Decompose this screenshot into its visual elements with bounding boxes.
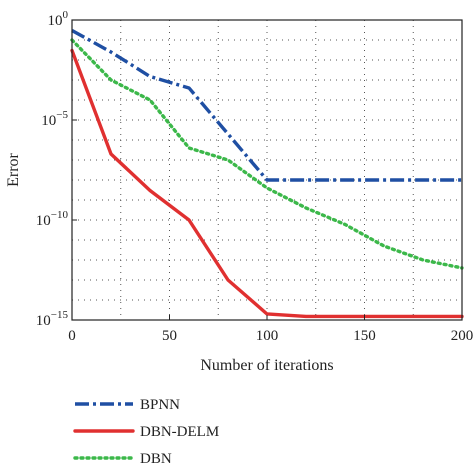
legend-label-bpnn: BPNN <box>140 397 180 413</box>
legend: BPNN DBN-DELM DBN <box>73 397 219 467</box>
series-line-dbn <box>70 38 464 270</box>
x-axis-label: Number of iterations <box>200 357 333 374</box>
axis-ticks: 0 50 100 150 200 100 10−5 10−10 10−15 <box>36 9 473 344</box>
series-line-bpnn <box>71 28 462 182</box>
series-lines <box>70 28 464 319</box>
x-tick-label: 150 <box>353 328 376 344</box>
y-tick-label: 10−10 <box>36 209 69 229</box>
x-tick-label: 0 <box>68 328 76 344</box>
x-tick-label: 50 <box>162 328 177 344</box>
y-tick-label: 100 <box>48 9 69 29</box>
x-tick-label: 200 <box>451 328 474 344</box>
y-axis-label: Error <box>5 152 22 186</box>
legend-label-dbn-delm: DBN-DELM <box>140 424 219 440</box>
y-tick-label: 10−5 <box>41 109 68 129</box>
legend-label-dbn: DBN <box>140 451 172 467</box>
y-tick-label: 10−15 <box>36 309 69 329</box>
series-line-dbn-delm <box>70 48 464 319</box>
x-tick-label: 100 <box>256 328 279 344</box>
